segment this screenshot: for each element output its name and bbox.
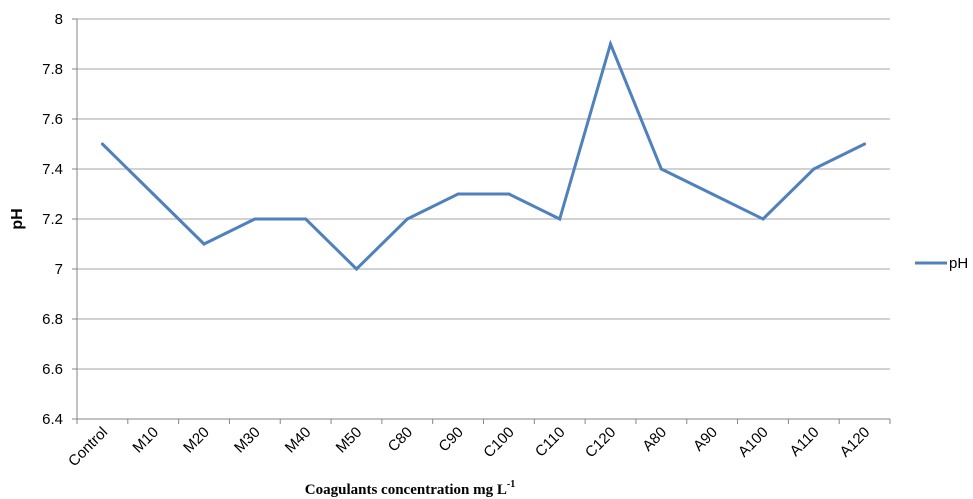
x-tick-label: C100 (480, 424, 517, 461)
x-tick-label: C90 (435, 424, 466, 455)
x-tick-label: M30 (231, 424, 264, 457)
series-layer (100, 39, 867, 272)
y-tick-label: 7.6 (42, 111, 63, 128)
data-point (659, 167, 663, 171)
legend-label-ph: pH (949, 255, 968, 272)
x-axis-title: Coagulants concentration mg L-1 (305, 479, 515, 498)
x-tick-label: M40 (282, 424, 315, 457)
data-point (304, 217, 308, 221)
x-tick-label: M20 (180, 424, 213, 457)
gridlines (76, 18, 890, 420)
y-tick-label: 6.6 (42, 361, 63, 378)
x-tick-label: C120 (582, 424, 619, 461)
y-tick-label: 6.8 (42, 311, 63, 328)
legend: pH (915, 255, 968, 272)
data-point (151, 192, 155, 196)
y-axis-title: pH (9, 208, 26, 229)
y-tick-label: 7.2 (42, 211, 63, 228)
x-tick-label: C80 (385, 424, 416, 455)
x-tick-label: Control (65, 424, 111, 470)
data-point (456, 192, 460, 196)
x-tick-label: M10 (129, 424, 162, 457)
x-tick-label: C110 (532, 424, 569, 461)
x-axis-ticks: Control M10 M20 M30 M40 M50 C80 C90 C100 C110 C120… (65, 419, 891, 470)
data-point (100, 142, 104, 146)
data-point (202, 242, 206, 246)
data-point (507, 192, 511, 196)
y-tick-label: 8 (55, 11, 63, 28)
x-tick-label: A110 (787, 424, 823, 460)
data-point (761, 217, 765, 221)
y-tick-label: 7 (55, 261, 63, 278)
x-axis-title-text: Coagulants concentration mg L (305, 482, 507, 498)
y-axis-ticks: 6.4 6.6 6.8 7 7.2 7.4 7.6 7.8 8 (42, 11, 77, 428)
series-line-ph (101, 39, 866, 272)
data-point (812, 167, 816, 171)
data-point (558, 217, 562, 221)
x-tick-label: M50 (333, 424, 366, 457)
data-point (253, 217, 257, 221)
y-tick-label: 6.4 (42, 411, 63, 428)
data-point (354, 267, 358, 271)
data-point (863, 142, 867, 146)
x-tick-label: A100 (735, 424, 772, 461)
y-tick-label: 7.4 (42, 161, 63, 178)
data-point (405, 217, 409, 221)
x-tick-label: A120 (837, 424, 874, 461)
x-tick-label: A80 (639, 424, 670, 455)
data-point (710, 192, 714, 196)
x-axis-title-superscript: -1 (507, 479, 515, 490)
y-tick-label: 7.8 (42, 61, 63, 78)
data-point (609, 42, 613, 46)
x-tick-label: A90 (690, 424, 721, 455)
